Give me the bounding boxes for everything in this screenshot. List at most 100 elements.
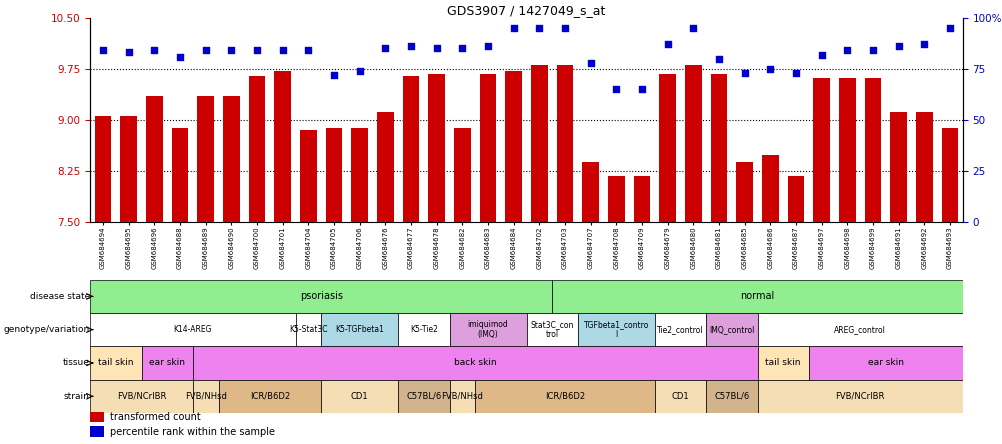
Point [403, 43, 419, 50]
Point [352, 67, 368, 75]
Point [248, 47, 265, 54]
Point [301, 47, 317, 54]
Bar [90, 280, 552, 313]
Bar [90, 346, 141, 380]
Text: ICR/B6D2: ICR/B6D2 [249, 392, 290, 401]
Bar [218, 380, 321, 413]
Bar [705, 380, 757, 413]
Bar [192, 380, 218, 413]
Bar [377, 112, 394, 222]
Bar [479, 74, 496, 222]
Bar [146, 96, 162, 222]
Text: C57BL/6: C57BL/6 [713, 392, 748, 401]
Text: tissue: tissue [63, 358, 89, 368]
Text: FVB/NCrIBR: FVB/NCrIBR [835, 392, 884, 401]
Bar [197, 96, 213, 222]
Text: CD1: CD1 [671, 392, 688, 401]
Text: FVB/NHsd: FVB/NHsd [441, 392, 483, 401]
Point [684, 24, 700, 32]
Bar [890, 112, 906, 222]
Text: Tie2_control: Tie2_control [656, 325, 703, 334]
Bar [449, 313, 526, 346]
Bar [275, 71, 291, 222]
Point [454, 45, 470, 52]
Bar [94, 116, 111, 222]
Bar [552, 280, 962, 313]
Bar [90, 412, 104, 423]
Bar [735, 162, 753, 222]
Bar [351, 128, 368, 222]
Point [172, 53, 188, 60]
Text: K5-Tie2: K5-Tie2 [410, 325, 438, 334]
Text: C57BL/6: C57BL/6 [406, 392, 441, 401]
Point [377, 45, 393, 52]
Bar [762, 155, 778, 222]
Text: tail skin: tail skin [765, 358, 801, 368]
Point [480, 43, 496, 50]
Text: disease state: disease state [29, 292, 89, 301]
Bar [475, 380, 654, 413]
Text: imiquimod
(IMQ): imiquimod (IMQ) [467, 320, 508, 339]
Bar [300, 130, 317, 222]
Bar [398, 380, 449, 413]
Text: CD1: CD1 [351, 392, 368, 401]
Text: IMQ_control: IMQ_control [708, 325, 754, 334]
Text: percentile rank within the sample: percentile rank within the sample [110, 427, 275, 437]
Text: TGFbeta1_contro
l: TGFbeta1_contro l [583, 320, 648, 339]
Text: AREG_control: AREG_control [834, 325, 886, 334]
Bar [90, 313, 296, 346]
Text: K5-Stat3C: K5-Stat3C [289, 325, 328, 334]
Point [659, 41, 675, 48]
Bar [705, 313, 757, 346]
Text: strain: strain [64, 392, 89, 401]
Point [120, 49, 136, 56]
Point [531, 24, 547, 32]
Bar [171, 128, 188, 222]
Point [941, 24, 957, 32]
Point [608, 86, 624, 93]
Bar [757, 313, 962, 346]
Point [275, 47, 291, 54]
Bar [654, 313, 705, 346]
Bar [526, 313, 577, 346]
Bar [757, 346, 808, 380]
Point [505, 24, 521, 32]
Bar [449, 380, 475, 413]
Bar [582, 162, 598, 222]
Text: tail skin: tail skin [98, 358, 133, 368]
Bar [787, 176, 804, 222]
Point [197, 47, 213, 54]
Bar [326, 128, 342, 222]
Bar [321, 380, 398, 413]
Point [633, 86, 649, 93]
Text: K5-TGFbeta1: K5-TGFbeta1 [335, 325, 384, 334]
Bar [222, 96, 239, 222]
Bar [654, 380, 705, 413]
Bar [296, 313, 321, 346]
Point [710, 55, 726, 62]
Text: K14-AREG: K14-AREG [173, 325, 212, 334]
Point [95, 47, 111, 54]
Bar [941, 128, 958, 222]
Text: back skin: back skin [454, 358, 496, 368]
Bar [633, 176, 649, 222]
Point [864, 47, 880, 54]
Bar [684, 65, 701, 222]
Point [735, 69, 752, 76]
Point [223, 47, 239, 54]
Point [839, 47, 855, 54]
Bar [530, 65, 547, 222]
Text: FVB/NHsd: FVB/NHsd [184, 392, 226, 401]
Bar [428, 74, 445, 222]
Text: Stat3C_con
trol: Stat3C_con trol [530, 320, 573, 339]
Point [813, 51, 829, 58]
Bar [505, 71, 522, 222]
Bar [915, 112, 932, 222]
Point [146, 47, 162, 54]
Text: ear skin: ear skin [149, 358, 185, 368]
Point [428, 45, 444, 52]
Text: psoriasis: psoriasis [300, 291, 343, 301]
Bar [248, 75, 266, 222]
Bar [813, 78, 830, 222]
Title: GDS3907 / 1427049_s_at: GDS3907 / 1427049_s_at [447, 4, 605, 16]
